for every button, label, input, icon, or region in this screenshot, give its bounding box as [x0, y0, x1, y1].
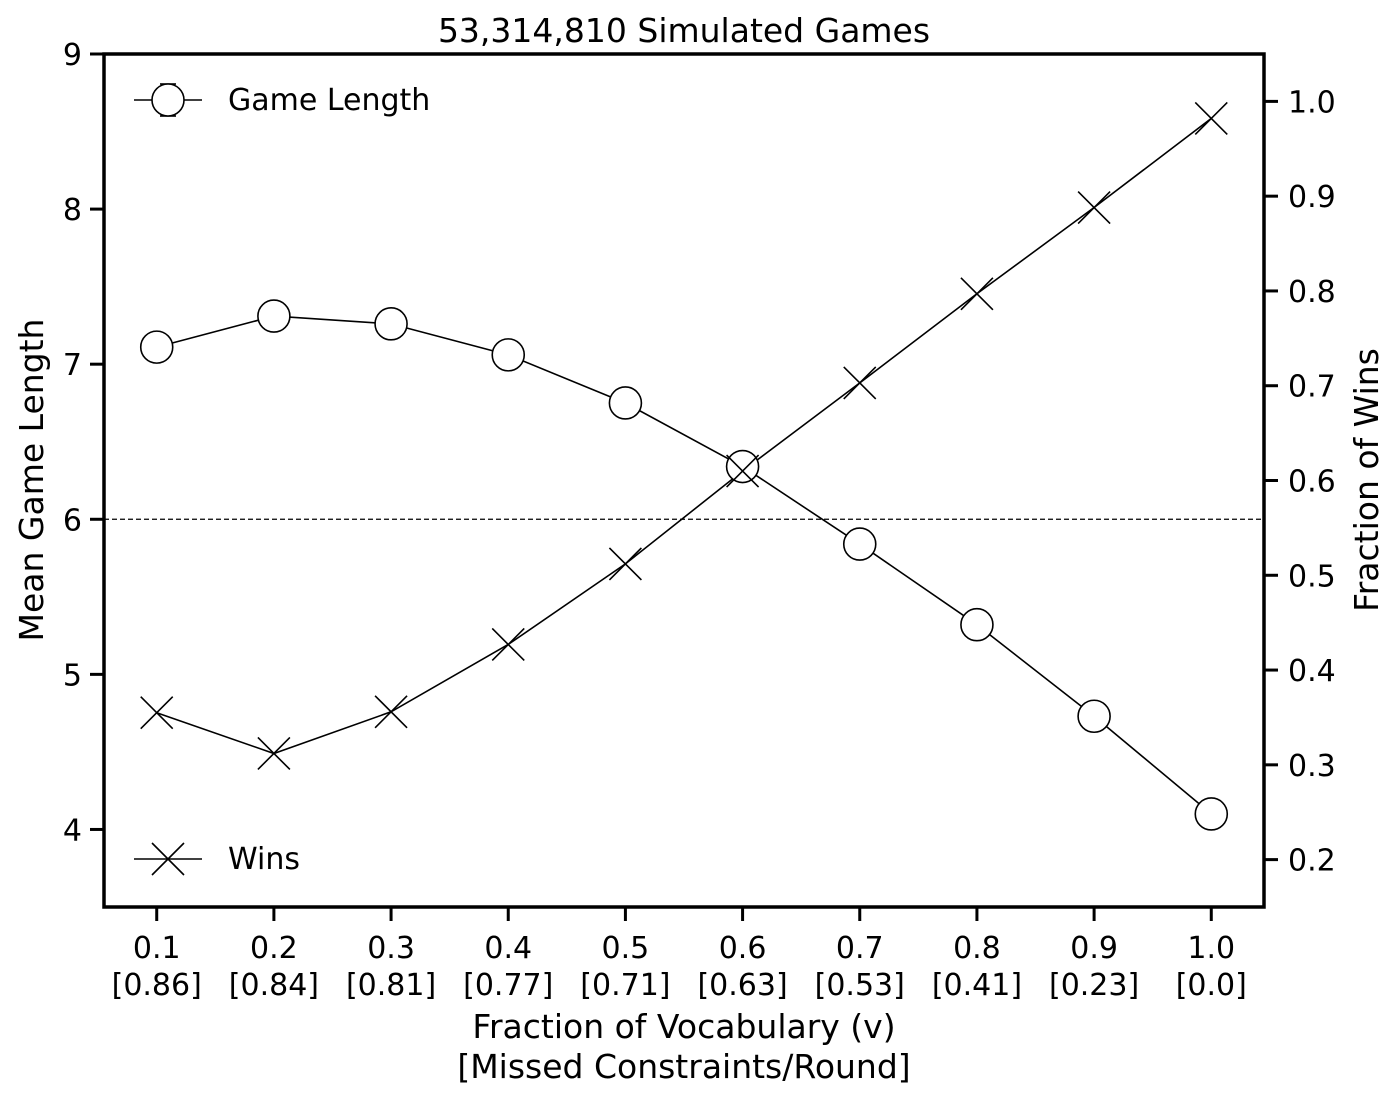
x-axis-sublabel: [Missed Constraints/Round]: [457, 1047, 910, 1086]
legend-circle-icon: [151, 83, 185, 117]
y-axis-right-label: Fraction of Wins: [1347, 348, 1386, 612]
axis-ticks: 0.1[0.86]0.2[0.84]0.3[0.81]0.4[0.77]0.5[…: [63, 38, 1336, 1003]
legend-wins: Wins: [134, 842, 300, 877]
x-tick-label: 0.1: [133, 931, 181, 966]
x-tick-label: 1.0: [1187, 931, 1235, 966]
data-point-game-length: [139, 330, 174, 364]
x-axis-label: Fraction of Vocabulary (v): [472, 1007, 895, 1046]
x-tick-label: 0.9: [1070, 931, 1118, 966]
y-tick-left-label: 8: [63, 193, 82, 228]
data-point-wins: [726, 454, 760, 488]
y-tick-left-label: 7: [63, 348, 82, 383]
x-tick-label: 0.4: [484, 931, 532, 966]
data-point-wins: [843, 366, 877, 400]
data-point-wins: [257, 736, 291, 771]
data-point-wins: [1077, 190, 1111, 225]
x-tick-sublabel: [0.81]: [346, 968, 436, 1003]
plot-frame: [102, 52, 1266, 909]
y-tick-right-label: 0.9: [1288, 180, 1336, 215]
data-point-game-length: [842, 527, 877, 561]
data-point-game-length: [257, 299, 291, 333]
x-tick-label: 0.8: [953, 931, 1001, 966]
data-point-wins: [491, 627, 525, 662]
data-point-game-length: [725, 449, 760, 484]
data-point-wins: [608, 547, 642, 581]
legend-label-wins: Wins: [228, 842, 300, 877]
legend-game-length: Game Length: [134, 83, 430, 118]
data-point-game-length: [374, 307, 408, 341]
x-tick-label: 0.5: [602, 931, 650, 966]
data-point-wins: [140, 696, 174, 730]
plot-marks: [104, 101, 1264, 831]
y-axis-left-label: Mean Game Length: [12, 319, 51, 642]
y-tick-right-label: 1.0: [1288, 85, 1336, 120]
legend-x-icon: [151, 842, 185, 876]
data-point-game-length: [608, 386, 643, 420]
x-tick-sublabel: [0.84]: [229, 968, 319, 1003]
y-tick-right-label: 0.3: [1288, 749, 1336, 784]
legend-label-game-length: Game Length: [228, 83, 430, 118]
x-tick-label: 0.6: [719, 931, 767, 966]
data-point-wins: [374, 695, 408, 729]
y-tick-left-label: 6: [63, 503, 82, 538]
x-tick-sublabel: [0.86]: [112, 968, 202, 1003]
data-point-game-length: [1194, 797, 1229, 831]
x-tick-label: 0.3: [367, 931, 415, 966]
y-tick-left-label: 5: [63, 658, 82, 693]
data-point-game-length: [1077, 699, 1111, 734]
series-line-game-length: [156, 315, 1212, 815]
data-point-game-length: [960, 607, 994, 642]
x-tick-sublabel: [0.0]: [1176, 968, 1247, 1003]
y-tick-right-label: 0.5: [1288, 559, 1336, 594]
y-tick-right-label: 0.2: [1288, 844, 1336, 879]
y-tick-right-label: 0.7: [1288, 370, 1336, 405]
y-tick-right-label: 0.4: [1288, 654, 1336, 689]
x-tick-sublabel: [0.71]: [580, 968, 670, 1003]
data-point-wins: [1194, 101, 1228, 136]
data-point-wins: [960, 277, 994, 311]
y-tick-left-label: 4: [63, 813, 82, 848]
y-tick-left-label: 9: [63, 38, 82, 73]
x-tick-sublabel: [0.77]: [463, 968, 553, 1003]
chart-title: 53,314,810 Simulated Games: [438, 11, 930, 50]
x-tick-sublabel: [0.63]: [697, 968, 787, 1003]
x-tick-label: 0.7: [836, 931, 884, 966]
data-point-game-length: [491, 338, 526, 372]
x-tick-sublabel: [0.53]: [815, 968, 905, 1003]
y-tick-right-label: 0.6: [1288, 465, 1336, 500]
y-tick-right-label: 0.8: [1288, 275, 1336, 310]
x-tick-label: 0.2: [250, 931, 298, 966]
x-tick-sublabel: [0.41]: [932, 968, 1022, 1003]
x-tick-sublabel: [0.23]: [1049, 968, 1139, 1003]
series-line-wins: [156, 117, 1212, 755]
